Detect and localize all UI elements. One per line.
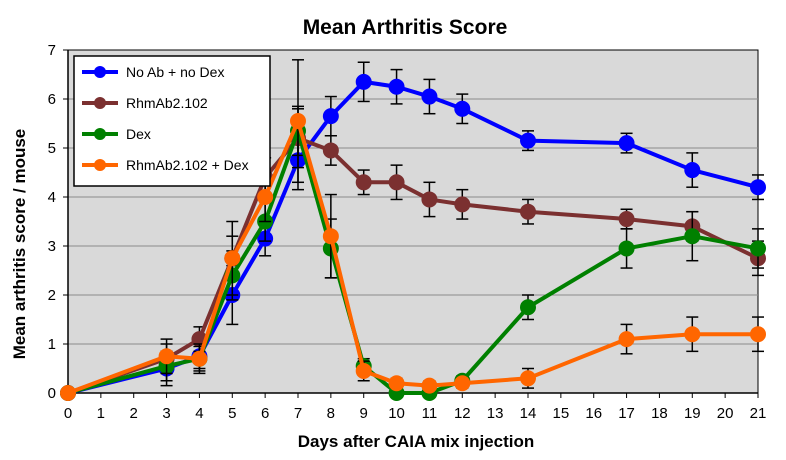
- series-4-point-x5: [224, 250, 241, 267]
- series-4-point-x6: [257, 189, 274, 205]
- series-2-point-x14: [520, 203, 536, 220]
- series-2-point-x10: [388, 174, 405, 191]
- y-tick-label-5: 5: [48, 140, 56, 157]
- x-tick-label-3: 3: [162, 405, 170, 422]
- series-2-point-x12: [454, 196, 471, 213]
- x-tick-label-9: 9: [360, 405, 368, 422]
- y-tick-label-2: 2: [48, 287, 56, 304]
- y-tick-label-1: 1: [48, 336, 56, 353]
- x-tick-label-1: 1: [97, 405, 105, 422]
- x-tick-label-11: 11: [422, 405, 438, 422]
- series-4-point-x21: [750, 326, 766, 343]
- x-axis-label: Days after CAIA mix injection: [298, 432, 535, 451]
- x-tick-label-10: 10: [388, 405, 405, 422]
- series-4-point-x7: [290, 113, 306, 130]
- series-1-point-x17: [618, 135, 635, 152]
- y-tick-label-3: 3: [48, 238, 56, 255]
- series-1-point-x21: [750, 179, 766, 196]
- legend-swatch-marker-3: [94, 128, 106, 140]
- series-4-point-x11: [421, 377, 438, 394]
- series-1-point-x8: [322, 108, 339, 125]
- y-tick-label-4: 4: [48, 189, 56, 206]
- series-4-point-x8: [322, 228, 339, 245]
- x-tick-label-8: 8: [327, 405, 335, 422]
- legend-swatch-marker-2: [94, 97, 106, 109]
- x-tick-label-7: 7: [294, 405, 302, 422]
- series-4-point-x0: [60, 385, 76, 401]
- y-tick-label-7: 7: [48, 42, 56, 59]
- series-2-point-x11: [421, 191, 438, 208]
- x-tick-label-12: 12: [454, 405, 471, 422]
- x-tick-label-4: 4: [195, 405, 203, 422]
- legend-label-1: No Ab + no Dex: [126, 64, 224, 80]
- x-tick-label-15: 15: [553, 405, 570, 422]
- series-1-point-x19: [684, 162, 701, 179]
- x-tick-label-2: 2: [130, 405, 138, 422]
- x-tick-label-18: 18: [651, 405, 668, 422]
- series-2-point-x17: [618, 211, 635, 228]
- series-1-point-x12: [454, 100, 471, 117]
- series-3-point-x21: [750, 240, 766, 257]
- series-4-point-x4: [191, 350, 208, 367]
- x-tick-label-16: 16: [585, 405, 602, 422]
- legend-swatch-marker-4: [94, 159, 106, 171]
- legend-label-3: Dex: [126, 126, 151, 142]
- series-1-point-x11: [421, 88, 438, 105]
- series-1-point-x10: [388, 78, 405, 95]
- x-tick-label-0: 0: [64, 405, 72, 422]
- series-4-point-x3: [158, 348, 175, 365]
- y-tick-label-6: 6: [48, 91, 56, 108]
- x-tick-label-13: 13: [487, 405, 504, 422]
- series-4-point-x9: [355, 362, 372, 379]
- x-tick-label-17: 17: [618, 405, 635, 422]
- x-tick-label-21: 21: [750, 405, 767, 422]
- series-4-point-x14: [520, 370, 536, 387]
- x-tick-label-19: 19: [684, 405, 701, 422]
- series-4-point-x19: [684, 326, 701, 343]
- y-tick-label-0: 0: [48, 385, 56, 402]
- series-3-point-x14: [520, 299, 536, 316]
- y-axis-label: Mean arthritis score / mouse: [10, 129, 29, 360]
- x-tick-label-5: 5: [228, 405, 236, 422]
- legend-label-4: RhmAb2.102 + Dex: [126, 157, 249, 173]
- chart-title: Mean Arthritis Score: [303, 16, 508, 39]
- series-4-point-x10: [388, 375, 405, 392]
- x-tick-label-14: 14: [520, 405, 537, 422]
- series-1-point-x9: [355, 73, 372, 90]
- series-1-point-x14: [520, 132, 536, 149]
- series-2-point-x9: [355, 174, 372, 191]
- x-tick-label-6: 6: [261, 405, 269, 422]
- legend-swatch-marker-1: [94, 66, 106, 78]
- legend-label-2: RhmAb2.102: [126, 95, 208, 111]
- series-2-point-x8: [322, 142, 339, 159]
- series-3-point-x19: [684, 228, 701, 245]
- series-3-point-x17: [618, 240, 635, 257]
- x-tick-label-20: 20: [717, 405, 734, 422]
- series-4-point-x12: [454, 375, 471, 392]
- series-4-point-x17: [618, 331, 635, 348]
